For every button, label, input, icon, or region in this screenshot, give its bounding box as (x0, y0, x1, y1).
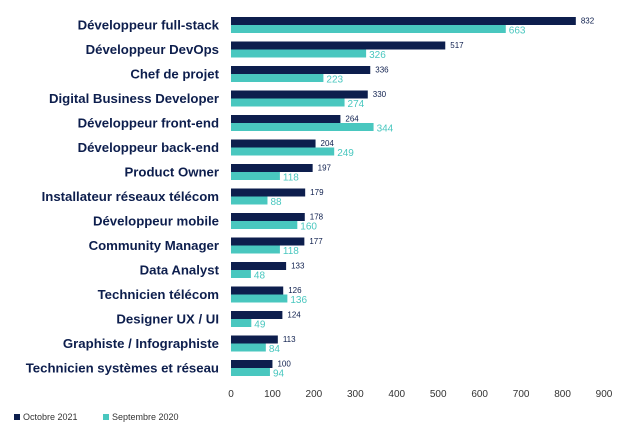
category-label: Développeur mobile (93, 214, 219, 229)
value-label-series-2: 84 (269, 344, 281, 355)
value-label-series-2: 274 (348, 99, 365, 110)
value-label-series-2: 249 (337, 148, 354, 159)
bar-series-2 (231, 319, 252, 327)
bar-series-2 (231, 49, 367, 58)
category-label: Designer UX / UI (116, 312, 219, 327)
bar-series-1 (231, 237, 305, 246)
category-label: Digital Business Developer (49, 91, 219, 106)
category-label: Installateur réseaux télécom (42, 189, 219, 204)
category-label: Développeur DevOps (86, 42, 219, 57)
value-label-series-2: 136 (290, 295, 307, 306)
legend: Octobre 2021 Septembre 2020 (14, 412, 179, 422)
bar-series-2 (231, 221, 298, 229)
value-label-series-1: 330 (373, 90, 387, 99)
x-tick-label: 700 (513, 389, 530, 400)
bar-series-2 (231, 98, 345, 107)
bar-series-1 (231, 66, 371, 74)
category-label: Développeur front-end (78, 116, 219, 131)
x-tick-label: 100 (264, 389, 281, 400)
bar-series-2 (231, 25, 506, 33)
value-label-series-1: 204 (321, 139, 335, 148)
value-label-series-2: 118 (283, 173, 299, 184)
x-tick-label: 200 (306, 389, 323, 400)
bar-series-2 (231, 368, 270, 376)
category-label: Développeur back-end (78, 140, 219, 155)
value-label-series-1: 832 (581, 17, 595, 26)
category-label: Data Analyst (140, 263, 220, 278)
bar-series-2 (231, 343, 266, 352)
value-label-series-1: 100 (277, 360, 291, 369)
bar-series-2 (231, 294, 288, 303)
bar-series-1 (231, 41, 446, 50)
value-label-series-2: 49 (254, 320, 266, 331)
value-label-series-1: 113 (283, 335, 296, 344)
value-label-series-1: 178 (310, 213, 324, 222)
x-tick-label: 600 (471, 389, 488, 400)
value-label-series-2: 88 (270, 197, 282, 208)
category-label: Technicien télécom (98, 287, 219, 302)
bar-series-1 (231, 188, 306, 197)
bar-series-2 (231, 245, 280, 254)
category-label: Chef de projet (130, 67, 219, 82)
value-label-series-2: 223 (326, 75, 343, 86)
category-labels: Développeur full-stack Développeur DevOps… (26, 18, 220, 376)
x-tick-label: 900 (596, 389, 613, 400)
legend-swatch-series-2 (103, 414, 109, 420)
bar-series-1 (231, 262, 287, 270)
bar-series-1 (231, 311, 283, 319)
category-label: Product Owner (124, 165, 219, 180)
bar-series-2 (231, 196, 268, 205)
value-label-series-1: 336 (375, 66, 389, 75)
x-tick-label: 300 (347, 389, 364, 400)
bar-series-1 (231, 139, 316, 148)
value-label-series-2: 160 (300, 222, 317, 233)
category-label: Graphiste / Infographiste (63, 336, 219, 351)
bar-series-2 (231, 147, 335, 156)
x-tick-label: 0 (228, 389, 234, 400)
legend-swatch-series-1 (14, 414, 20, 420)
value-label-series-1: 126 (288, 286, 302, 295)
bar-series-1 (231, 115, 341, 123)
value-label-series-1: 197 (318, 164, 332, 173)
bar-series-2 (231, 74, 324, 82)
x-tick-label: 400 (388, 389, 405, 400)
bar-series-2 (231, 172, 280, 180)
value-label-series-1: 177 (309, 237, 323, 246)
x-tick-label: 800 (554, 389, 571, 400)
value-label-series-1: 179 (310, 188, 324, 197)
legend-label-series-2: Septembre 2020 (112, 412, 179, 422)
bar-series-1 (231, 335, 278, 344)
bar-series-2 (231, 123, 374, 131)
value-label-series-2: 94 (273, 369, 285, 380)
bar-series-2 (231, 270, 251, 278)
category-label: Développeur full-stack (78, 18, 220, 33)
legend-label-series-1: Octobre 2021 (23, 412, 78, 422)
value-label-series-2: 344 (377, 124, 394, 135)
bar-series-1 (231, 286, 284, 295)
bar-series-1 (231, 213, 305, 221)
value-label-series-1: 133 (291, 262, 305, 271)
value-label-series-2: 663 (509, 26, 526, 37)
x-tick-label: 500 (430, 389, 447, 400)
value-label-series-1: 517 (450, 41, 464, 50)
bar-series-1 (231, 164, 313, 172)
value-label-series-2: 118 (283, 246, 299, 257)
value-label-series-2: 326 (369, 50, 386, 61)
x-axis: 0 100 200 300 400 500 600 700 800 900 (228, 389, 613, 400)
bar-series-1 (231, 360, 273, 368)
bar-series-1 (231, 17, 576, 25)
value-label-series-1: 264 (345, 115, 359, 124)
category-label: Community Manager (89, 238, 219, 253)
value-label-series-2: 48 (254, 271, 266, 282)
bar-series-1 (231, 90, 368, 99)
value-label-series-1: 124 (287, 311, 301, 320)
bars (231, 17, 576, 376)
category-label: Technicien systèmes et réseau (26, 361, 219, 376)
